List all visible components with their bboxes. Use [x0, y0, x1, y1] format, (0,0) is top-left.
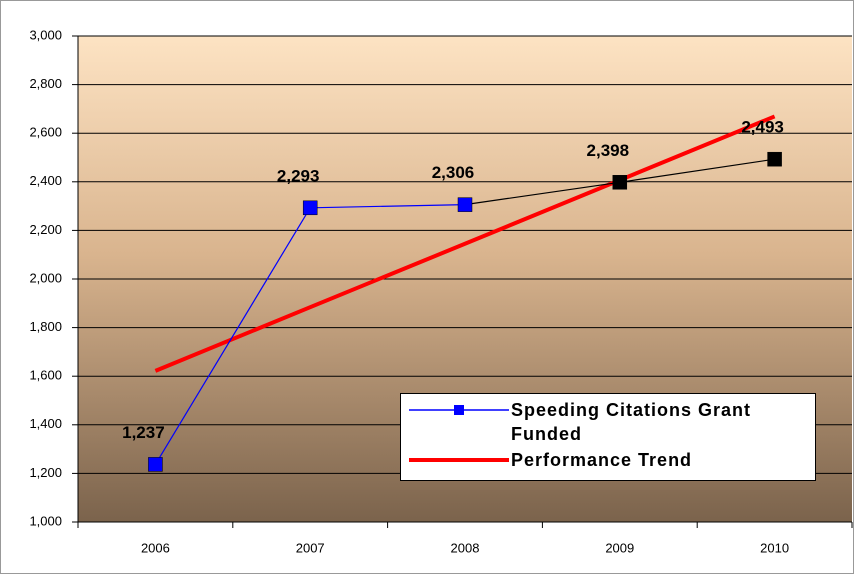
marker [457, 197, 473, 212]
legend-swatch [409, 458, 509, 462]
marker [302, 200, 318, 216]
x-tick-label: 2007 [296, 540, 325, 555]
y-tick-label: 2,400 [29, 173, 62, 188]
series-segment [619, 158, 775, 183]
y-tick-label: 2,600 [29, 125, 62, 140]
y-tick-label: 1,400 [29, 416, 62, 431]
x-tick-label: 2009 [605, 540, 634, 555]
legend-label: Performance Trend [511, 450, 693, 470]
y-tick-label: 2,200 [29, 222, 62, 237]
trend-line [154, 114, 776, 373]
y-tick-label: 2,000 [29, 270, 62, 285]
legend-marker [454, 405, 464, 415]
y-tick-label: 1,000 [29, 513, 62, 528]
y-tick-label: 1,200 [29, 465, 62, 480]
y-tick-label: 1,800 [29, 319, 62, 334]
data-label: 2,306 [432, 163, 475, 182]
y-tick-label: 3,000 [29, 27, 62, 42]
y-tick-label: 1,600 [29, 368, 62, 383]
data-label: 2,293 [277, 166, 320, 185]
legend-label: Speeding Citations Grant Funded [511, 400, 752, 444]
marker [148, 457, 163, 472]
legend-swatch [409, 405, 509, 415]
series-segment [154, 207, 311, 465]
legend: Speeding Citations Grant Funded Performan… [400, 393, 816, 481]
marker [767, 151, 782, 167]
series-segment [464, 181, 620, 206]
y-tick-label: 2,800 [29, 76, 62, 91]
marker [612, 175, 628, 190]
series-segment [310, 204, 466, 209]
x-tick-label: 2006 [141, 540, 170, 555]
data-label: 1,237 [122, 423, 165, 442]
legend-item: Performance Trend [405, 448, 811, 472]
data-label: 2,398 [587, 141, 630, 160]
legend-item: Speeding Citations Grant Funded [405, 398, 811, 446]
x-tick-label: 2010 [760, 540, 789, 555]
x-tick-label: 2008 [451, 540, 480, 555]
data-label: 2,493 [741, 118, 784, 137]
